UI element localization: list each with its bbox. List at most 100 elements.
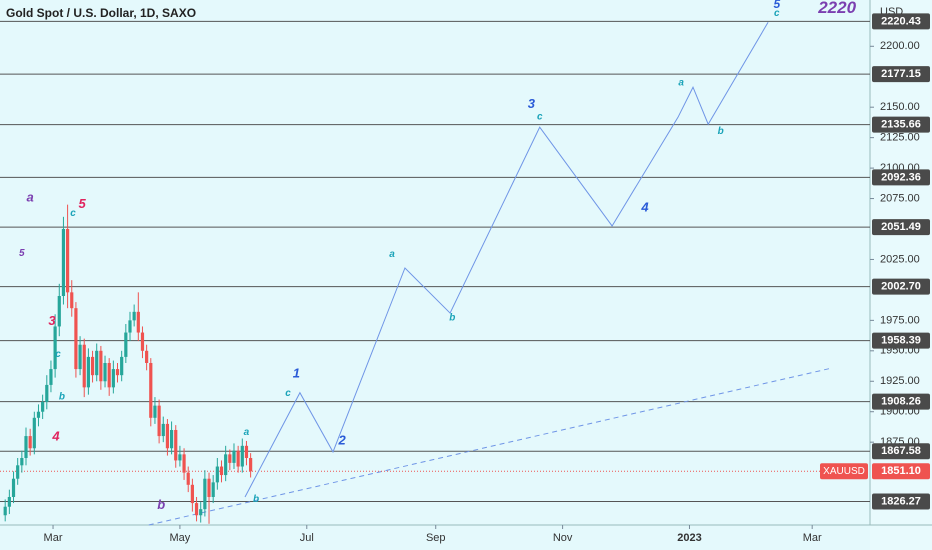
wave-label: c [285, 388, 291, 399]
candle-body [3, 506, 7, 516]
candle-body [107, 362, 111, 388]
candle-body [153, 405, 157, 418]
candle-body [61, 229, 66, 296]
candle-body [136, 311, 140, 333]
wave-label: c [774, 8, 780, 19]
level-box [872, 443, 930, 460]
level-label: 2135.66 [881, 119, 921, 131]
level-box [872, 493, 930, 510]
wave-label: 2220 [817, 0, 856, 17]
level-box [872, 278, 930, 295]
level-label: 2051.49 [881, 221, 921, 233]
level-box [872, 116, 930, 133]
wave-label: 5 [773, 0, 780, 11]
candle-body [203, 478, 207, 510]
candle-body [224, 454, 228, 476]
candle-body [240, 445, 244, 467]
level-label: 1867.58 [881, 445, 921, 457]
candle-body [169, 429, 174, 449]
candle-body [28, 436, 32, 449]
candle-body [149, 362, 153, 418]
wave-label: 5 [79, 196, 87, 211]
y-tick-label: 2125.00 [880, 132, 920, 144]
candle-body [65, 229, 70, 293]
candle-body [111, 369, 115, 388]
x-tick-label: Mar [44, 532, 63, 544]
y-tick-label: 2200.00 [880, 40, 920, 52]
wave-label: b [59, 392, 65, 403]
level-label: 1958.39 [881, 334, 921, 346]
candle-body [186, 472, 190, 485]
candle-body [199, 509, 203, 516]
wave-label: a [678, 77, 684, 88]
candle-body [115, 369, 120, 376]
wave-projection [244, 22, 769, 498]
last-price-label: 1851.10 [881, 465, 921, 477]
candle-body [103, 362, 107, 382]
candle-body [45, 384, 49, 402]
wave-label: c [55, 349, 61, 360]
y-tick-label: 1975.00 [880, 314, 920, 326]
y-tick-label: 1925.00 [880, 375, 920, 387]
candle-body [49, 369, 53, 385]
symbol-box [820, 463, 868, 480]
candle-body [99, 350, 103, 382]
wave-label: 3 [528, 96, 536, 111]
last-price-box [872, 463, 930, 480]
candle-body [178, 454, 182, 461]
candle-body [11, 478, 16, 497]
wave-label: 2 [338, 432, 347, 447]
symbol-label: XAUUSD [823, 466, 865, 477]
wave-label: c [537, 112, 543, 123]
x-tick-label: Sep [426, 532, 446, 544]
candle-body [78, 344, 82, 370]
candle-body [124, 332, 128, 357]
x-tick-label: 2023 [677, 532, 701, 544]
wave-label: b [157, 497, 165, 512]
candle-body [190, 484, 194, 504]
wave-label: b [718, 126, 724, 137]
candle-body [215, 466, 219, 483]
wave-label: 4 [51, 429, 60, 444]
wave-label: a [389, 249, 395, 260]
candle-body [244, 445, 249, 459]
candle-body [53, 326, 57, 370]
candle-body [140, 332, 145, 351]
candle-body [174, 429, 178, 461]
candle-body [82, 344, 86, 388]
level-box [872, 393, 930, 410]
y-tick-label: 2075.00 [880, 192, 920, 204]
y-tick-label: 2150.00 [880, 101, 920, 113]
x-tick-label: Jul [300, 532, 314, 544]
wave-label: a [27, 190, 34, 205]
candle-body [194, 503, 199, 516]
level-label: 2177.15 [881, 68, 921, 80]
level-label: 1826.27 [881, 495, 921, 507]
level-box [872, 169, 930, 186]
level-box [872, 332, 930, 349]
candle-body [219, 466, 224, 476]
candle-body [228, 454, 232, 463]
candle-body [24, 436, 28, 459]
level-box [872, 219, 930, 236]
candle-body [32, 417, 36, 449]
candle-body [145, 350, 149, 363]
x-tick-label: Nov [553, 532, 573, 544]
x-tick-label: Mar [803, 532, 822, 544]
candle-body [7, 496, 11, 507]
candle-body [165, 423, 170, 449]
candle-body [95, 350, 99, 376]
candle-body [120, 356, 124, 376]
candle-body [36, 411, 41, 418]
wave-label: a [244, 427, 250, 438]
candle-body [57, 295, 61, 327]
candle-body [74, 308, 78, 370]
wave-label: 1 [293, 365, 300, 380]
level-label: 2220.43 [881, 15, 921, 27]
candle-body [157, 405, 161, 437]
level-label: 2002.70 [881, 281, 921, 293]
level-label: 2092.36 [881, 171, 921, 183]
level-label: 1908.26 [881, 396, 921, 408]
